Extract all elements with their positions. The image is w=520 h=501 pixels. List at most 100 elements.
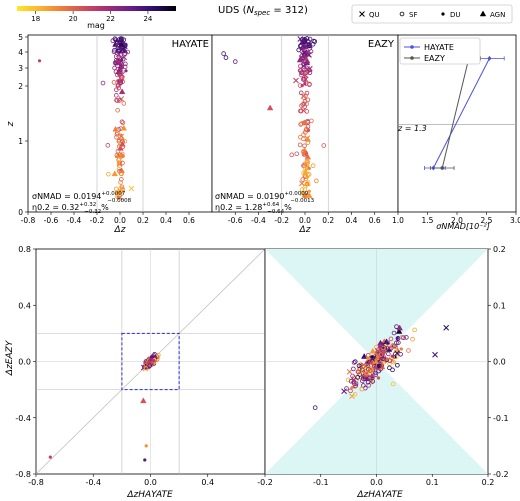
data-point xyxy=(306,128,311,133)
data-point xyxy=(121,101,127,106)
colorbar: 18 20 22 24 mag xyxy=(17,6,176,30)
data-point xyxy=(305,39,311,44)
data-point xyxy=(369,347,376,354)
data-point xyxy=(114,132,120,137)
data-point xyxy=(355,375,360,380)
data-point xyxy=(346,368,353,375)
data-point xyxy=(118,171,124,176)
data-point xyxy=(365,360,370,366)
data-point xyxy=(299,180,305,187)
data-point xyxy=(351,381,357,386)
x-tick-label: 0.2 xyxy=(137,216,149,225)
data-point xyxy=(115,107,120,113)
x-tick-label: -0.4 xyxy=(67,216,82,225)
y-tick-label: -0.4 xyxy=(15,414,31,423)
data-point xyxy=(106,171,111,177)
x-tick-label: -0.2 xyxy=(274,216,289,225)
data-point xyxy=(119,177,124,182)
colorbar-tick-label: 24 xyxy=(143,15,152,23)
panel-dz-ylabel: ΔzEAZY xyxy=(5,339,15,376)
x-tick-label: 0.2 xyxy=(322,216,334,225)
data-point xyxy=(120,56,126,62)
marker-legend-frame xyxy=(351,4,513,24)
data-point xyxy=(119,46,126,53)
data-point xyxy=(116,162,121,166)
data-point xyxy=(105,143,111,148)
data-point xyxy=(307,70,313,76)
data-point xyxy=(348,388,353,394)
data-point xyxy=(314,178,319,184)
data-point xyxy=(377,342,384,349)
y-tick-label: 0.1 xyxy=(493,301,506,310)
data-point xyxy=(120,124,128,131)
data-point xyxy=(388,336,394,342)
panel-dz-comparison: -0.8 -0.4 0.0 0.4 -0.8 -0.4 0.0 0.4 0.8 ΔzHAYATE… xyxy=(5,245,266,500)
outlier-point xyxy=(443,324,450,331)
panel-dz-xlabel: ΔzHAYATE xyxy=(126,490,173,500)
data-point xyxy=(391,359,396,365)
data-point xyxy=(304,101,309,107)
data-point xyxy=(410,336,415,342)
y-tick-label: 0.4 xyxy=(18,301,31,310)
panel-hayate-stat-eta: η0.2 = 0.32+0.32 −0.32% xyxy=(32,202,109,215)
data-point xyxy=(120,151,125,157)
legend-label-hayate: HAYATE xyxy=(424,43,454,52)
data-point xyxy=(299,187,305,192)
data-point xyxy=(378,352,384,358)
marker-legend: QU SF DU AGN xyxy=(351,4,513,24)
data-point xyxy=(119,38,124,44)
data-point xyxy=(385,357,389,361)
data-point xyxy=(390,343,396,348)
panel-eazy-stat-eta: η0.2 = 1.28+0.64 −0.64% xyxy=(215,202,292,215)
data-point xyxy=(382,350,387,354)
data-point xyxy=(307,189,312,193)
data-point xyxy=(119,63,125,68)
data-point xyxy=(118,52,124,58)
data-point xyxy=(116,195,120,199)
data-point xyxy=(367,368,373,373)
x-tick-label: 0.4 xyxy=(346,216,358,225)
outlier-point xyxy=(221,51,226,56)
x-tick-label: -0.2 xyxy=(257,478,273,487)
legend-marker-qu xyxy=(359,11,365,17)
y-tick-label: 2 xyxy=(18,82,23,91)
x-tick-label: 0.0 xyxy=(370,478,383,487)
data-point xyxy=(341,388,347,395)
data-point xyxy=(301,132,306,137)
panel-zoom-xlabel: ΔzHAYATE xyxy=(356,490,403,500)
outlier-point xyxy=(312,405,318,410)
y-tick-label: 5 xyxy=(18,33,23,42)
data-point xyxy=(115,60,121,66)
data-point xyxy=(390,354,394,358)
data-point xyxy=(352,392,358,397)
data-point xyxy=(111,80,117,85)
data-point xyxy=(303,176,308,182)
x-tick-label: 1.0 xyxy=(392,216,404,225)
data-point xyxy=(143,365,149,371)
legend-marker-sf xyxy=(399,11,405,17)
data-point xyxy=(117,71,123,77)
panel-hayate-label: HAYATE xyxy=(172,39,209,50)
data-point xyxy=(372,364,377,370)
series-point-eazy xyxy=(440,166,445,170)
data-point xyxy=(299,72,304,78)
data-point xyxy=(349,393,355,400)
data-point xyxy=(348,378,354,384)
data-point xyxy=(117,168,122,174)
data-point xyxy=(312,39,318,44)
x-tick-label: -0.8 xyxy=(21,216,36,225)
data-point xyxy=(394,350,400,357)
data-point xyxy=(404,335,409,340)
y-tick-label: 4 xyxy=(18,48,23,57)
data-point xyxy=(375,347,381,354)
data-point xyxy=(356,369,361,375)
panel-sigma-xlabel: σNMAD[10⁻²] xyxy=(436,222,489,231)
data-point xyxy=(298,90,304,96)
data-point xyxy=(394,324,399,329)
data-point xyxy=(117,68,122,74)
x-tick-label: 0.6 xyxy=(369,216,381,225)
data-point xyxy=(118,40,125,47)
data-point xyxy=(391,330,397,336)
data-point xyxy=(116,85,122,91)
data-point xyxy=(116,156,122,162)
